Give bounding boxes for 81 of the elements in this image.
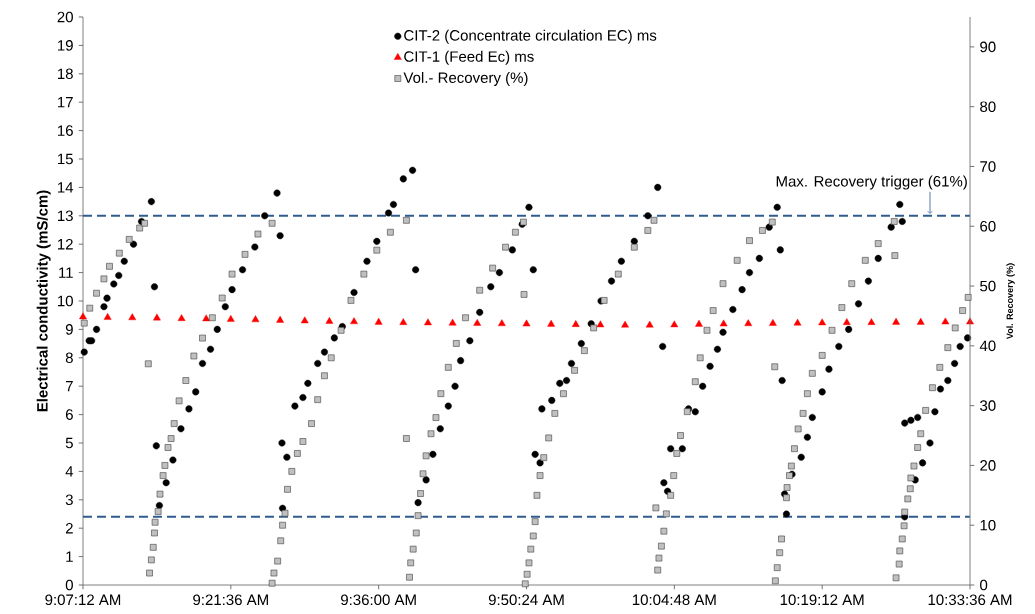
y-tick-label: 12 [58, 238, 73, 250]
point [276, 315, 284, 323]
y-tick-label: 15 [58, 153, 73, 165]
point [79, 312, 87, 320]
point [719, 319, 728, 327]
point [818, 318, 827, 326]
point [645, 320, 654, 328]
point [695, 319, 703, 327]
point [202, 314, 211, 322]
point [325, 317, 334, 324]
y2-tick-label: 90 [980, 41, 996, 53]
y-tick-label: 11 [59, 267, 73, 278]
y2-tick-label: 50 [980, 280, 996, 292]
point [596, 320, 605, 328]
legend-label: CIT-1 (Feed Ec) ms [404, 50, 534, 65]
y-tick-label: 14 [58, 182, 74, 193]
point [399, 318, 408, 325]
x-tick-label: 10:19:12 AM [780, 594, 864, 606]
x-tick-label: 10:04:48 AM [632, 594, 716, 606]
y-tick-label: 2 [65, 522, 73, 534]
y-tick-label: 20 [57, 11, 73, 23]
point [448, 318, 457, 326]
x-tick-label: 9:07:12 AM [45, 594, 121, 606]
x-tick-label: 9:50:24 AM [488, 594, 564, 606]
point [966, 317, 974, 325]
point [571, 320, 580, 327]
point [842, 318, 851, 325]
y2-tick-label: 0 [980, 579, 988, 591]
point [251, 315, 260, 323]
point [153, 313, 161, 321]
x-tick-label: 9:21:36 AM [193, 594, 268, 606]
y-tick-label: 8 [65, 352, 73, 364]
x-tick-label: 10:33:36 AM [928, 594, 1012, 606]
point [227, 315, 235, 322]
point [892, 317, 900, 325]
point [744, 319, 753, 327]
y-tick-label: 19 [58, 40, 73, 51]
y-tick-label: 9 [65, 324, 73, 335]
point [300, 316, 309, 324]
y2-tick-label: 30 [980, 400, 996, 411]
point [177, 314, 186, 321]
point [424, 318, 432, 326]
y2-tick-label: 40 [979, 340, 996, 352]
y-tick-label: 6 [65, 409, 73, 420]
point [374, 317, 383, 325]
y-tick-label: 13 [58, 210, 73, 222]
point [670, 320, 679, 328]
y-tick-label: 17 [58, 97, 73, 108]
point [867, 318, 876, 325]
legend-label: Vol.- Recovery (%) [403, 71, 528, 86]
point [498, 319, 506, 327]
y2-axis-title: Vol. Recovery (%) [1006, 263, 1015, 340]
point [941, 317, 950, 325]
y-tick-label: 0 [65, 579, 73, 591]
point [103, 313, 112, 320]
point [793, 318, 802, 326]
y-tick-label: 10 [58, 295, 73, 307]
y-tick-label: 18 [58, 68, 73, 80]
y2-tick-label: 80 [980, 101, 996, 112]
y-tick-label: 5 [65, 437, 73, 449]
y-axis-title: Electrical conductivity (mS/cm) [36, 190, 51, 412]
legend-label: CIT-2 (Concentrate circulation EC) ms [404, 29, 657, 44]
x-tick-label: 9:36:00 AM [341, 594, 416, 606]
point [350, 317, 358, 325]
y-tick-label: 16 [58, 125, 73, 136]
y-tick-label: 4 [65, 466, 74, 477]
point [473, 319, 482, 326]
y-tick-label: 3 [65, 494, 73, 506]
y2-tick-label: 70 [980, 161, 996, 172]
point [128, 313, 137, 321]
point [621, 320, 629, 328]
ref-line-label: Max. Recovery trigger (61%) [776, 175, 967, 190]
y2-tick-label: 20 [980, 460, 996, 471]
point [916, 317, 925, 325]
y2-tick-label: 10 [980, 519, 996, 531]
point [522, 319, 531, 327]
point [769, 319, 777, 326]
y-tick-label: 1 [66, 551, 73, 562]
y-tick-label: 7 [65, 381, 73, 392]
point [547, 319, 555, 327]
y2-tick-label: 60 [980, 220, 996, 232]
